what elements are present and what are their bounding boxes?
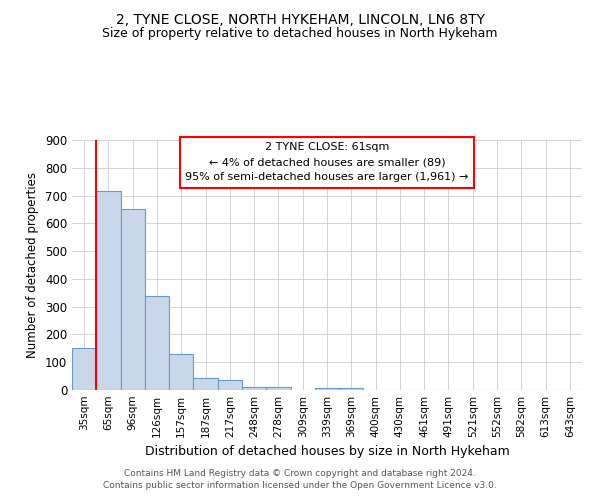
- Bar: [266, 387, 290, 390]
- Text: 2, TYNE CLOSE, NORTH HYKEHAM, LINCOLN, LN6 8TY: 2, TYNE CLOSE, NORTH HYKEHAM, LINCOLN, L…: [115, 12, 485, 26]
- Text: Contains public sector information licensed under the Open Government Licence v3: Contains public sector information licen…: [103, 481, 497, 490]
- Bar: [218, 380, 242, 390]
- Bar: [145, 296, 169, 390]
- Bar: [242, 386, 266, 390]
- Text: 2 TYNE CLOSE: 61sqm
← 4% of detached houses are smaller (89)
95% of semi-detache: 2 TYNE CLOSE: 61sqm ← 4% of detached hou…: [185, 142, 469, 182]
- Bar: [169, 354, 193, 390]
- Bar: [193, 378, 218, 390]
- X-axis label: Distribution of detached houses by size in North Hykeham: Distribution of detached houses by size …: [145, 446, 509, 458]
- Bar: [96, 192, 121, 390]
- Y-axis label: Number of detached properties: Number of detached properties: [26, 172, 40, 358]
- Bar: [121, 210, 145, 390]
- Bar: [315, 388, 339, 390]
- Text: Size of property relative to detached houses in North Hykeham: Size of property relative to detached ho…: [102, 28, 498, 40]
- Text: Contains HM Land Registry data © Crown copyright and database right 2024.: Contains HM Land Registry data © Crown c…: [124, 468, 476, 477]
- Bar: [339, 388, 364, 390]
- Bar: [72, 348, 96, 390]
